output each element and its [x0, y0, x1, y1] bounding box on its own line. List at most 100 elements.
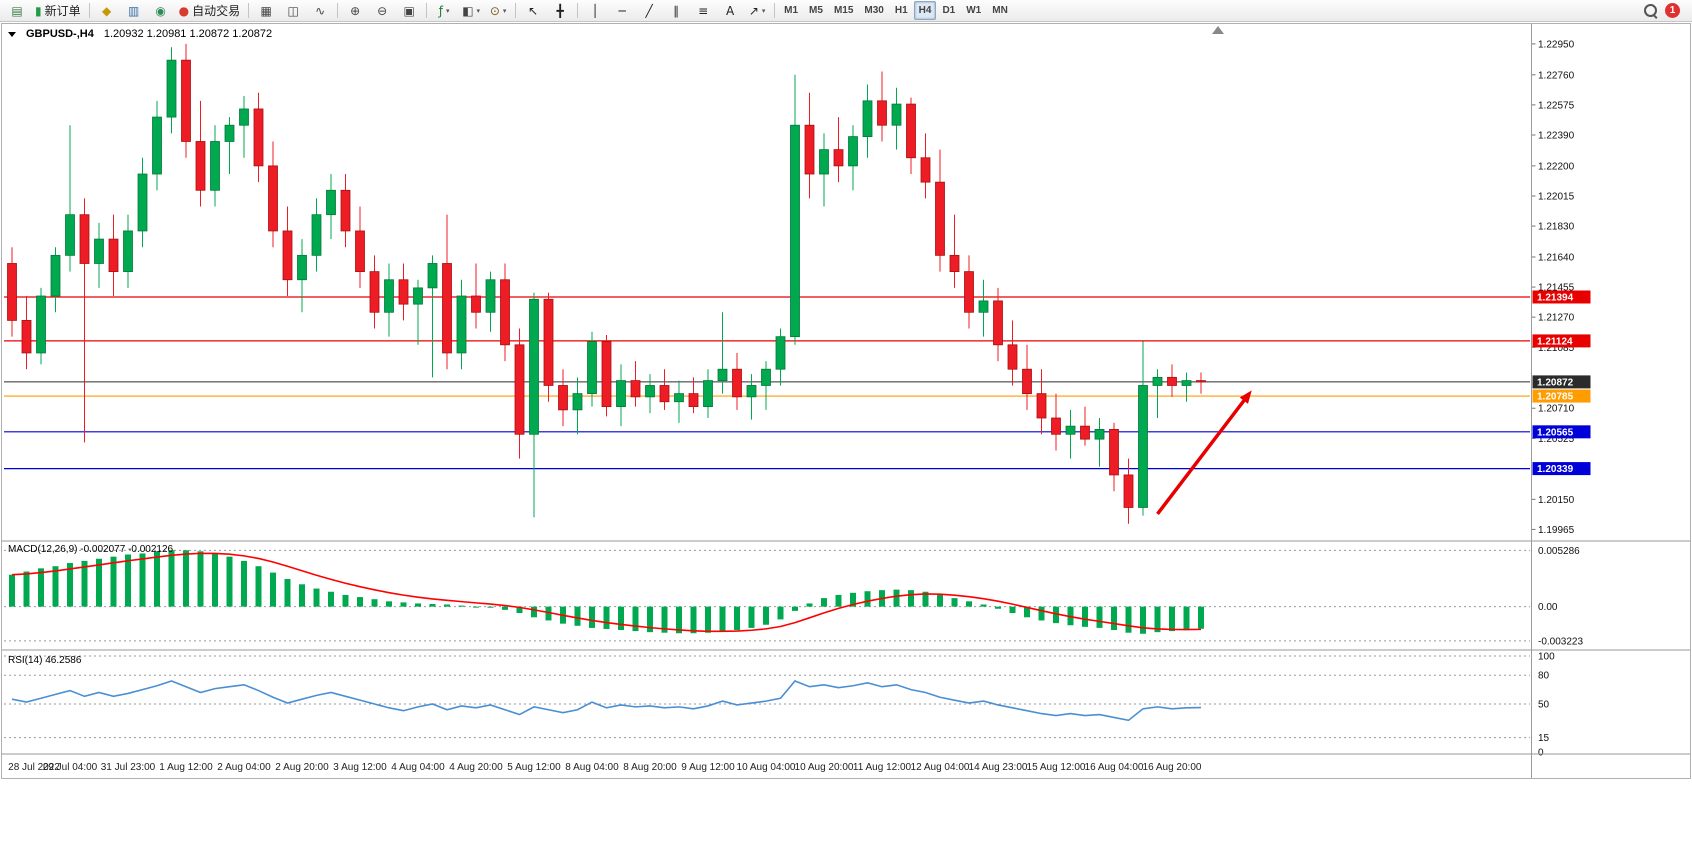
new-chart-button[interactable]: ▤ — [4, 1, 30, 21]
macd-histogram-bar — [371, 599, 378, 607]
macd-histogram-bar — [212, 553, 218, 607]
candle-down — [21, 320, 32, 354]
timeframe-m5-button[interactable]: M5 — [809, 5, 823, 16]
candle-down — [79, 214, 90, 264]
macd-histogram-bar — [241, 560, 247, 607]
macd-histogram-bar — [516, 606, 523, 614]
price-axis-label: 1.19965 — [1538, 525, 1575, 536]
candle-down — [514, 344, 525, 435]
date-axis-label: 8 Aug 20:00 — [623, 762, 677, 773]
navigator-button[interactable]: ◆ — [94, 1, 120, 21]
candle-down — [1123, 474, 1134, 508]
fibonacci-icon: ≡ — [698, 3, 709, 18]
candle-down — [993, 300, 1003, 346]
trendline-button[interactable]: ╱ — [636, 1, 662, 21]
support-line-price-badge — [1532, 462, 1591, 476]
notification-badge[interactable]: 1 — [1665, 3, 1680, 18]
macd-axis-label: 0.00 — [1538, 602, 1558, 613]
candle-up — [717, 368, 728, 381]
chart-symbol-period: GBPUSD-,H4 — [26, 28, 94, 40]
bar-chart-button[interactable]: ▦ — [253, 1, 279, 21]
macd-histogram-bar — [850, 592, 856, 607]
macd-histogram-bar — [473, 606, 479, 608]
timeframe-m1-button[interactable]: M1 — [784, 5, 799, 16]
candle-up — [1138, 385, 1148, 508]
zoom-out-button[interactable]: ⊖ — [369, 1, 395, 21]
auto-trading-button[interactable]: ● 自动交易 — [175, 1, 245, 21]
date-axis-label: 1 Aug 12:00 — [159, 762, 213, 773]
date-axis-label: 14 Aug 23:00 — [969, 762, 1028, 773]
macd-histogram-bar — [1198, 606, 1204, 629]
candle-up — [1181, 380, 1192, 386]
candle-down — [108, 238, 119, 273]
text-button[interactable]: A — [717, 1, 743, 21]
templates-dropdown[interactable]: ⊙ ▾ — [485, 1, 511, 21]
crosshair-button[interactable]: ╋ — [547, 1, 573, 21]
timeframe-m30-button[interactable]: M30 — [864, 5, 884, 16]
rsi-axis-label: 50 — [1538, 700, 1550, 711]
macd-histogram-bar — [763, 606, 769, 625]
candle-down — [833, 149, 844, 167]
timeframe-m15-button[interactable]: M15 — [833, 5, 854, 16]
caret-down-icon: ▾ — [476, 6, 481, 15]
macd-histogram-bar — [748, 606, 755, 628]
terminal-button[interactable]: ◉ — [148, 1, 174, 21]
resistance-line-price-badge-label: 1.21124 — [1537, 336, 1573, 347]
candle-up — [152, 116, 162, 175]
line-chart-button[interactable]: ∿ — [307, 1, 333, 21]
macd-histogram-bar — [734, 606, 740, 631]
navigator-icon: ◆ — [102, 3, 112, 18]
market-watch-button[interactable]: ▥ — [121, 1, 147, 21]
toolbar-separator — [248, 3, 250, 18]
candle-up — [978, 300, 989, 313]
macd-histogram-bar — [966, 601, 972, 607]
candle-up — [862, 100, 873, 138]
candle-up — [94, 238, 104, 264]
price-axis-label: 1.22390 — [1538, 130, 1575, 141]
candle-up — [384, 279, 394, 313]
macd-histogram-bar — [1024, 606, 1030, 618]
rsi-line — [11, 680, 1202, 722]
macd-label: MACD(12,26,9) -0.002077 -0.002126 — [8, 544, 173, 555]
zoom-in-button[interactable]: ⊕ — [342, 1, 368, 21]
periods-dropdown[interactable]: ◧ ▾ — [458, 1, 484, 21]
chart-shift-marker[interactable] — [1212, 26, 1224, 34]
timeframe-h1-button[interactable]: H1 — [894, 5, 908, 16]
macd-histogram-bar — [632, 606, 639, 632]
channel-button[interactable]: ∥ — [663, 1, 689, 21]
macd-histogram-bar — [183, 550, 189, 607]
caret-down-icon: ▾ — [761, 6, 766, 15]
new-order-button[interactable]: ▮ 新订单 — [31, 1, 85, 21]
arrows-button[interactable]: ↗ ▾ — [744, 1, 770, 21]
timeframe-h4-button[interactable]: H4 — [913, 1, 937, 20]
candlestick-chart-button[interactable]: ◫ — [280, 1, 306, 21]
trend-arrow[interactable] — [1156, 394, 1250, 516]
support-line-price-badge — [1532, 425, 1591, 439]
macd-histogram-bar — [502, 606, 508, 610]
candle-down — [1196, 380, 1206, 383]
candle-down — [471, 295, 481, 313]
fibonacci-button[interactable]: ≡ — [690, 1, 716, 21]
rsi-axis-label: 15 — [1538, 733, 1550, 744]
date-axis-label: 2 Aug 04:00 — [217, 762, 271, 773]
timeframe-d1-button[interactable]: D1 — [942, 5, 956, 16]
periods-icon: ◧ — [462, 3, 474, 18]
search-icon[interactable] — [1644, 4, 1657, 17]
macd-histogram-bar — [893, 589, 900, 607]
indicators-button[interactable]: ƒ ▾ — [431, 1, 457, 21]
macd-histogram-bar — [589, 606, 595, 628]
tile-windows-button[interactable]: ▣ — [396, 1, 422, 21]
cursor-button[interactable]: ↖ — [520, 1, 546, 21]
macd-histogram-bar — [38, 568, 44, 607]
horizontal-line-icon: ─ — [618, 3, 626, 18]
channel-icon: ∥ — [673, 3, 680, 18]
timeframe-mn-button[interactable]: MN — [992, 5, 1008, 16]
candle-up — [137, 173, 148, 232]
vertical-line-button[interactable]: │ — [582, 1, 608, 21]
chart-menu-icon[interactable] — [8, 31, 16, 37]
price-axis-label: 1.21455 — [1538, 283, 1575, 294]
timeframe-w1-button[interactable]: W1 — [966, 5, 982, 16]
macd-histogram-bar — [444, 604, 450, 607]
horizontal-line-button[interactable]: ─ — [609, 1, 635, 21]
candle-down — [442, 263, 452, 354]
